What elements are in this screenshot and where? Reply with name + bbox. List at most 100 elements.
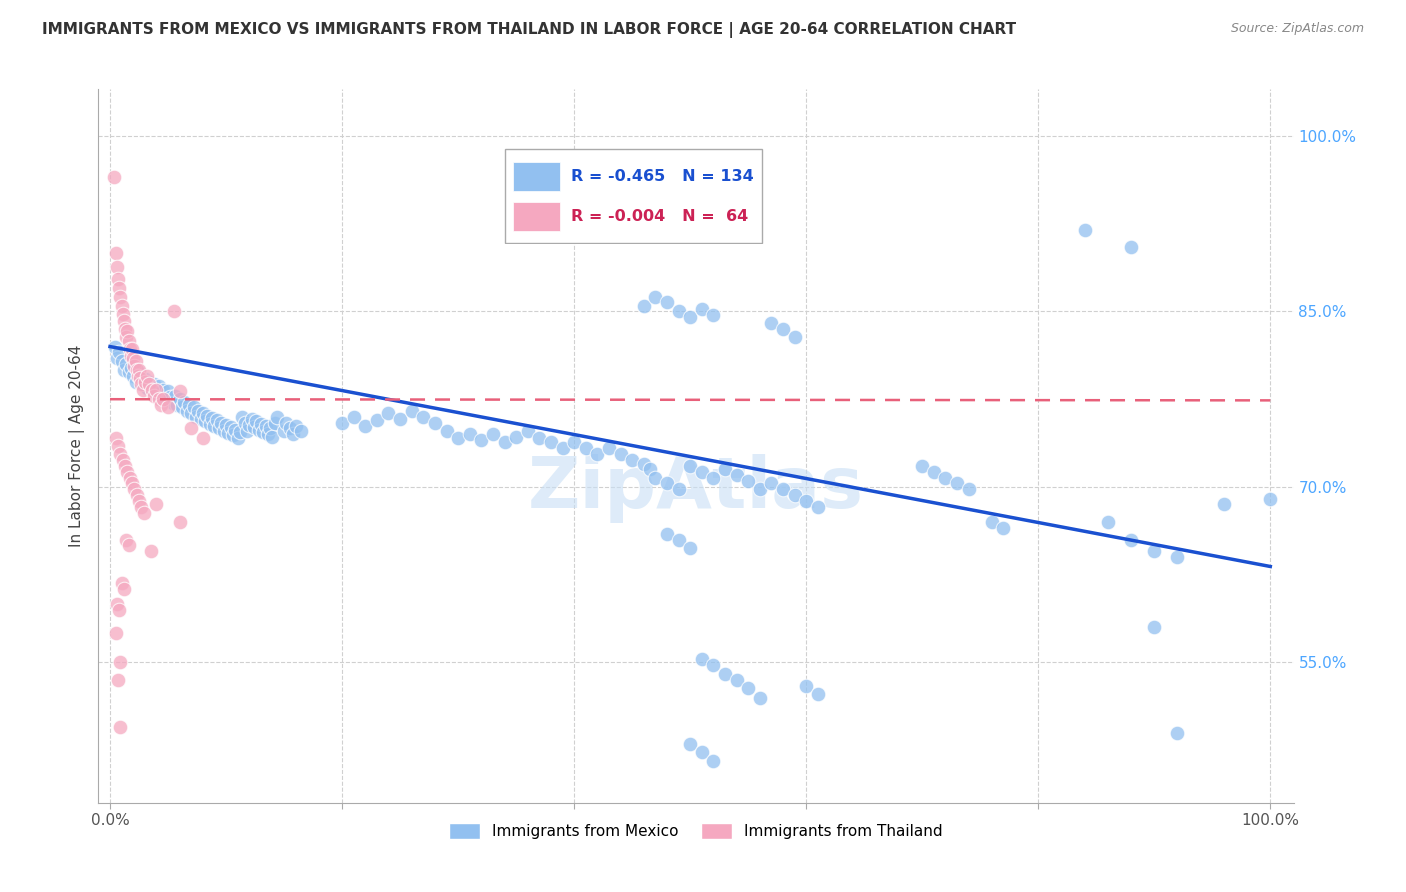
Point xyxy=(108,603,131,617)
Point xyxy=(108,281,131,295)
Point xyxy=(366,413,388,427)
Point xyxy=(204,419,226,434)
Point xyxy=(120,349,142,363)
Point xyxy=(783,330,806,344)
Point xyxy=(993,521,1015,535)
Point xyxy=(238,417,260,432)
Point xyxy=(104,246,127,260)
Point xyxy=(655,526,678,541)
Point xyxy=(1097,515,1119,529)
Point xyxy=(243,420,266,434)
Point xyxy=(136,380,159,394)
Point xyxy=(229,425,252,439)
Y-axis label: In Labor Force | Age 20-64: In Labor Force | Age 20-64 xyxy=(69,345,84,547)
Point xyxy=(148,379,170,393)
Point xyxy=(141,383,163,397)
Point xyxy=(679,737,702,751)
Point xyxy=(1143,544,1166,558)
Text: ZipAtlas: ZipAtlas xyxy=(529,454,863,524)
Point xyxy=(131,383,153,397)
Point xyxy=(191,431,214,445)
Point xyxy=(184,409,207,424)
Point xyxy=(222,428,245,442)
Point xyxy=(737,681,759,695)
Point xyxy=(145,498,167,512)
Point xyxy=(115,330,138,344)
Point xyxy=(748,483,770,497)
Point xyxy=(330,416,353,430)
Point xyxy=(194,414,217,428)
Point xyxy=(284,419,307,434)
Point xyxy=(157,384,180,398)
Point xyxy=(807,500,830,514)
Point xyxy=(117,324,139,338)
Point xyxy=(107,673,129,687)
Point xyxy=(529,431,551,445)
Point xyxy=(354,419,377,434)
Point xyxy=(108,345,131,359)
Point xyxy=(121,476,143,491)
Point xyxy=(224,423,246,437)
Point xyxy=(152,392,174,407)
Point xyxy=(679,458,702,473)
Legend: Immigrants from Mexico, Immigrants from Thailand: Immigrants from Mexico, Immigrants from … xyxy=(443,817,949,845)
Point xyxy=(679,541,702,555)
Point xyxy=(132,506,155,520)
Point xyxy=(259,421,281,435)
Point xyxy=(112,363,135,377)
Point xyxy=(169,384,191,398)
Point xyxy=(794,494,817,508)
Point xyxy=(162,395,184,409)
Point xyxy=(129,371,152,385)
Point xyxy=(772,322,794,336)
Point xyxy=(690,302,713,317)
Point xyxy=(145,383,167,397)
Point xyxy=(482,427,505,442)
Point xyxy=(163,389,186,403)
Point xyxy=(401,404,423,418)
Point xyxy=(598,442,620,456)
Point xyxy=(163,304,186,318)
Point xyxy=(702,754,724,768)
Point xyxy=(494,435,516,450)
Point xyxy=(256,427,278,442)
Point xyxy=(150,389,173,403)
Point xyxy=(266,409,288,424)
Point xyxy=(131,500,153,514)
Point xyxy=(105,351,128,366)
Point xyxy=(702,657,724,672)
Point xyxy=(208,421,231,435)
Point xyxy=(668,304,690,318)
Point xyxy=(215,417,238,432)
FancyBboxPatch shape xyxy=(505,149,762,244)
Point xyxy=(1119,240,1142,254)
Point xyxy=(159,390,181,404)
Point xyxy=(761,476,783,491)
Point xyxy=(104,431,127,445)
Point xyxy=(104,626,127,640)
Point xyxy=(103,169,125,184)
Point xyxy=(714,462,737,476)
Point xyxy=(152,383,174,397)
Point xyxy=(187,404,209,418)
Point xyxy=(690,465,713,479)
Point xyxy=(111,453,134,467)
Point xyxy=(343,409,366,424)
Point xyxy=(276,416,298,430)
Point xyxy=(447,431,470,445)
Point xyxy=(104,340,127,354)
Point xyxy=(1166,725,1188,739)
Point xyxy=(957,483,980,497)
Point xyxy=(231,409,253,424)
Point xyxy=(737,474,759,488)
Point xyxy=(621,453,644,467)
Point xyxy=(124,375,146,389)
Point xyxy=(1073,222,1095,236)
Text: Source: ZipAtlas.com: Source: ZipAtlas.com xyxy=(1230,22,1364,36)
Point xyxy=(668,533,690,547)
Point xyxy=(217,426,239,441)
Point xyxy=(273,424,295,438)
Point xyxy=(980,515,1002,529)
Point xyxy=(254,419,277,434)
Point xyxy=(117,365,139,379)
